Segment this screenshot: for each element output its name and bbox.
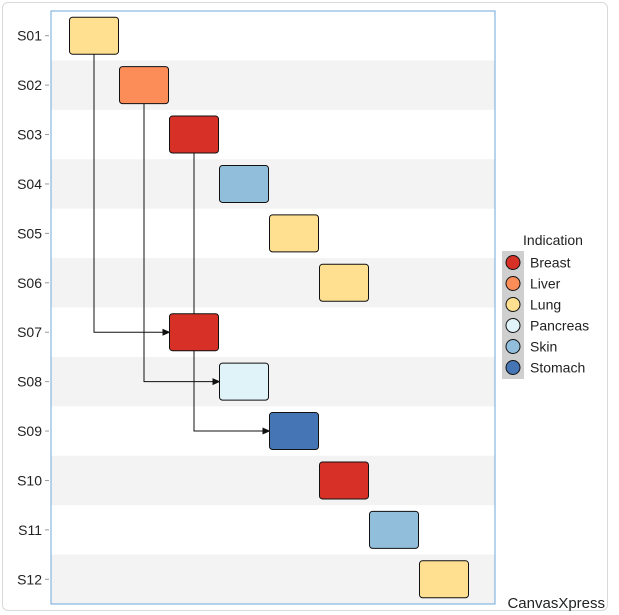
legend-swatch-lung bbox=[505, 297, 521, 312]
row-label: S12 bbox=[17, 571, 42, 587]
legend-swatch-liver bbox=[505, 276, 521, 291]
task-bar-s11 bbox=[369, 510, 419, 549]
legend-swatch-background bbox=[502, 251, 524, 379]
canvasxpress-brand: CanvasXpress bbox=[507, 595, 605, 612]
legend-swatch-skin bbox=[505, 339, 521, 354]
legend-swatch-breast bbox=[505, 255, 521, 270]
task-bar-s08 bbox=[219, 362, 269, 401]
row-label: S02 bbox=[17, 77, 42, 93]
task-bar-s12 bbox=[419, 560, 469, 599]
task-bar-s09 bbox=[269, 412, 319, 451]
legend-label-stomach: Stomach bbox=[530, 360, 585, 376]
row-label: S04 bbox=[17, 176, 42, 192]
row-label: S09 bbox=[17, 423, 42, 439]
row-label: S10 bbox=[17, 472, 42, 488]
legend-label-breast: Breast bbox=[530, 255, 571, 271]
row-stripe bbox=[51, 258, 495, 308]
plot-frame bbox=[50, 10, 496, 605]
task-bars bbox=[69, 16, 469, 599]
row-label: S07 bbox=[17, 324, 42, 340]
legend-label-liver: Liver bbox=[530, 276, 561, 292]
task-bar-s05 bbox=[269, 214, 319, 253]
task-bar-s01 bbox=[69, 16, 119, 55]
row-label: S06 bbox=[17, 275, 42, 291]
task-bar-s04 bbox=[219, 164, 269, 203]
row-stripe bbox=[51, 455, 495, 506]
legend-swatch-pancreas bbox=[505, 318, 521, 333]
legend-label-lung: Lung bbox=[530, 297, 561, 313]
legend-label-skin: Skin bbox=[530, 339, 557, 355]
row-label: S03 bbox=[17, 127, 42, 143]
task-bar-s06 bbox=[319, 263, 369, 302]
row-label: S05 bbox=[17, 225, 42, 241]
task-bar-s03 bbox=[169, 115, 219, 154]
legend-label-pancreas: Pancreas bbox=[530, 318, 589, 334]
row-stripe bbox=[51, 159, 495, 209]
row-stripe bbox=[51, 60, 495, 110]
legend-swatch-stomach bbox=[505, 360, 521, 375]
row-stripe bbox=[51, 356, 495, 407]
dependency-arrows bbox=[93, 54, 271, 435]
legend: Indication Breast Liver Lung Pancreas Skin St… bbox=[502, 232, 589, 379]
row-labels: S01 S02 S03 S04 S05 S06 S07 S08 S09 S10 S11 S12 bbox=[17, 28, 49, 587]
row-label: S01 bbox=[17, 28, 42, 44]
legend-title: Indication bbox=[523, 232, 583, 248]
task-bar-s10 bbox=[319, 461, 369, 500]
row-label: S11 bbox=[18, 522, 42, 538]
dependency-arrow bbox=[193, 153, 271, 435]
row-label: S08 bbox=[17, 374, 42, 390]
task-bar-s07 bbox=[169, 313, 219, 352]
task-bar-s02 bbox=[119, 66, 169, 105]
